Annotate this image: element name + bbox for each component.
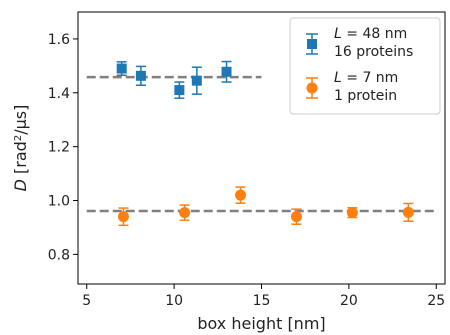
data-point-l48 [221, 66, 232, 77]
legend-l7-line2: 1 protein [334, 88, 397, 104]
y-axis-label: D [rad2/μs] [11, 105, 30, 192]
legend-key-l48 [306, 33, 318, 55]
axis-ticks: 5 10 15 20 25 0.8 1.0 1.2 1.4 1.6 [48, 32, 445, 309]
y-tick-label: 0.8 [48, 247, 70, 263]
y-axis-label-sup: 2 [13, 135, 24, 141]
legend-l7-rest: = 7 nm [342, 70, 399, 86]
data-point-l7 [346, 207, 358, 219]
legend-l48-var: L [334, 26, 342, 42]
data-point-l7 [235, 189, 247, 201]
data-point-l48 [174, 85, 185, 96]
y-axis-label-open: [rad [11, 141, 30, 179]
data-point-l7 [402, 206, 414, 218]
legend-key-l7 [306, 77, 318, 99]
x-tick-label: 5 [82, 293, 91, 309]
legend-l7-var: L [334, 70, 342, 86]
data-point-l48 [191, 75, 202, 86]
legend-marker-l7 [306, 82, 318, 94]
legend-l48-rest: = 48 nm [342, 26, 407, 42]
y-axis-label-var: D [11, 179, 30, 191]
legend-l48-line1: L = 48 nm [334, 26, 407, 42]
x-tick-label: 25 [427, 293, 445, 309]
legend-l7-line1: L = 7 nm [334, 70, 398, 86]
x-tick-label: 20 [340, 293, 358, 309]
data-point-l48 [135, 70, 146, 81]
y-axis-label-close: /μs] [11, 105, 30, 135]
x-tick-label: 10 [165, 293, 183, 309]
y-tick-label: 1.2 [48, 140, 70, 156]
data-point-l7 [290, 211, 302, 223]
legend: L = 48 nm 16 proteins L = 7 nm 1 protein [289, 17, 441, 115]
data-point-l48 [116, 63, 127, 74]
y-tick-label: 1.0 [48, 194, 70, 210]
y-tick-label: 1.4 [48, 86, 70, 102]
x-tick-label: 15 [253, 293, 271, 309]
x-axis-label: box height [nm] [197, 314, 325, 333]
y-tick-label: 1.6 [48, 32, 70, 48]
data-point-l7 [117, 211, 129, 223]
legend-l48-line2: 16 proteins [334, 44, 413, 60]
data-point-l7 [179, 207, 191, 219]
legend-box [289, 17, 441, 115]
plot-marks [86, 60, 437, 227]
legend-marker-l48 [307, 39, 317, 49]
